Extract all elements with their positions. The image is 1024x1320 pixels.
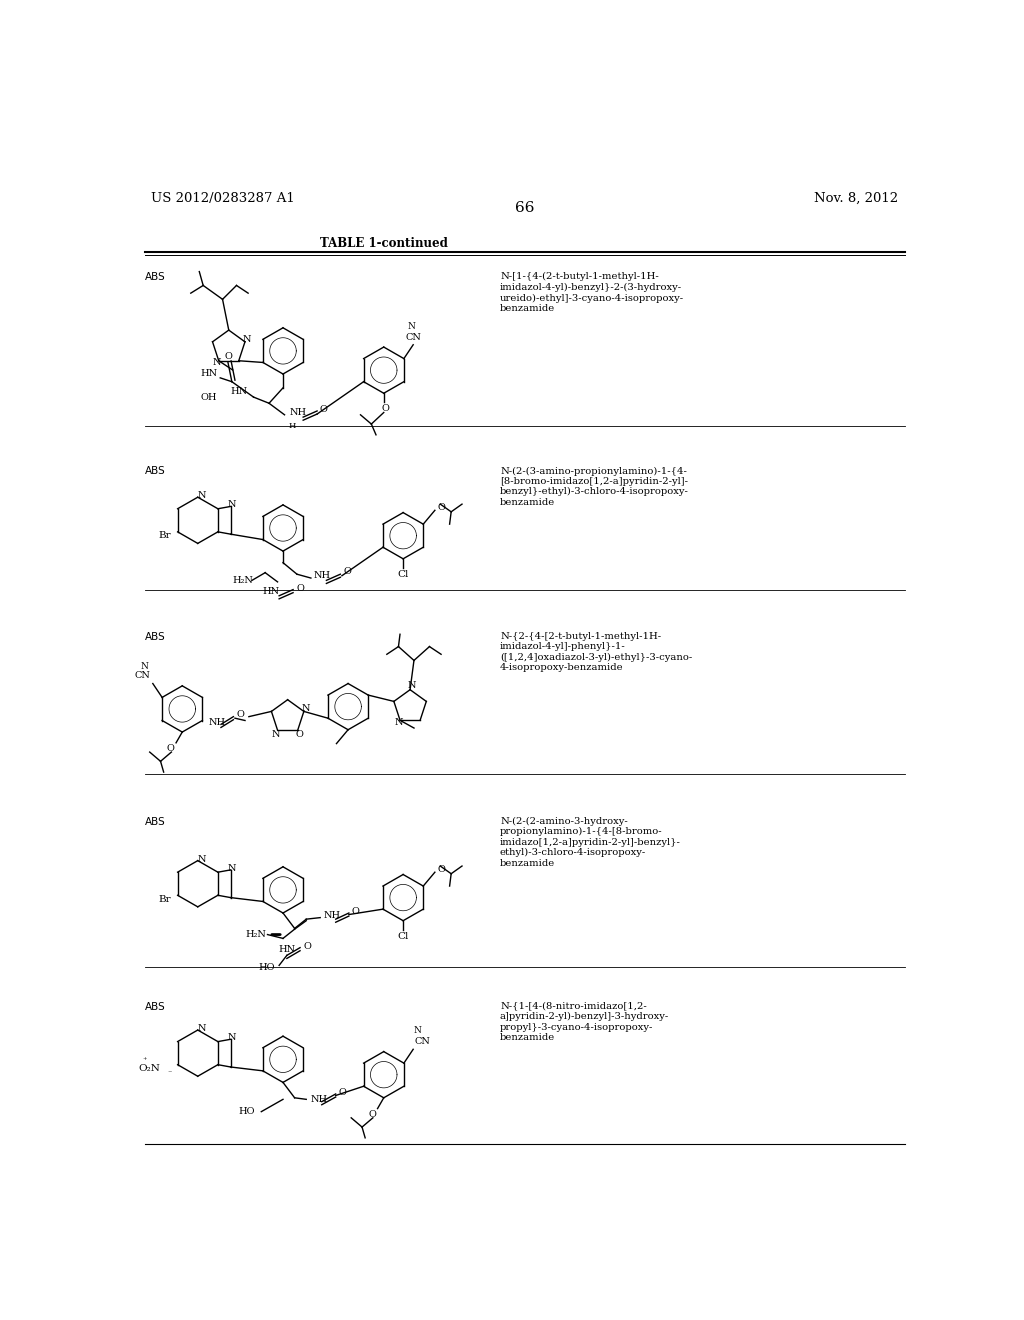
Text: H₂N: H₂N (245, 931, 266, 939)
Text: N: N (301, 704, 309, 713)
Text: H₂N: H₂N (232, 576, 254, 585)
Text: NH: NH (289, 408, 306, 417)
Text: ⁻: ⁻ (168, 1071, 172, 1078)
Text: O: O (351, 907, 359, 916)
Text: Br: Br (159, 531, 171, 540)
Text: O: O (319, 405, 328, 414)
Text: HN: HN (263, 587, 280, 597)
Text: O: O (339, 1088, 347, 1097)
Text: O: O (437, 503, 445, 512)
Text: O: O (296, 583, 304, 593)
Text: Cl: Cl (397, 932, 409, 941)
Text: HN: HN (201, 370, 218, 379)
Text: 66: 66 (515, 202, 535, 215)
Text: H: H (289, 422, 296, 430)
Text: O: O (303, 941, 311, 950)
Text: O: O (368, 1110, 376, 1119)
Text: O: O (437, 865, 445, 874)
Text: HO: HO (239, 1107, 255, 1117)
Text: US 2012/0283287 A1: US 2012/0283287 A1 (152, 191, 295, 205)
Text: OH: OH (201, 392, 217, 401)
Text: N: N (228, 1034, 237, 1043)
Text: Nov. 8, 2012: Nov. 8, 2012 (814, 191, 898, 205)
Text: ABS: ABS (145, 1002, 166, 1011)
Text: CN: CN (134, 672, 151, 680)
Text: N: N (408, 322, 416, 331)
Text: N: N (228, 500, 237, 510)
Text: O: O (224, 352, 231, 360)
Text: NH: NH (310, 1094, 328, 1104)
Text: N: N (394, 718, 402, 727)
Text: N-{2-{4-[2-t-butyl-1-methyl-1H-
imidazol-4-yl]-phenyl}-1-
([1,2,4]oxadiazol-3-yl: N-{2-{4-[2-t-butyl-1-methyl-1H- imidazol… (500, 632, 692, 672)
Text: N-{1-[4-(8-nitro-imidazo[1,2-
a]pyridin-2-yl)-benzyl]-3-hydroxy-
propyl}-3-cyano: N-{1-[4-(8-nitro-imidazo[1,2- a]pyridin-… (500, 1002, 670, 1041)
Text: N-(2-(2-amino-3-hydroxy-
propionylamino)-1-{4-[8-bromo-
imidazo[1,2-a]pyridin-2-: N-(2-(2-amino-3-hydroxy- propionylamino)… (500, 817, 681, 867)
Text: N: N (243, 335, 252, 345)
Text: N: N (408, 681, 416, 690)
Text: O: O (343, 566, 351, 576)
Text: CN: CN (406, 333, 421, 342)
Text: O: O (237, 710, 245, 719)
Text: N-[1-{4-(2-t-butyl-1-methyl-1H-
imidazol-4-yl)-benzyl}-2-(3-hydroxy-
ureido)-eth: N-[1-{4-(2-t-butyl-1-methyl-1H- imidazol… (500, 272, 684, 313)
Text: N: N (198, 491, 206, 500)
Text: HN: HN (230, 387, 248, 396)
Text: HO: HO (259, 964, 275, 972)
Text: O: O (381, 404, 389, 413)
Text: O: O (295, 730, 303, 739)
Text: TABLE 1-continued: TABLE 1-continued (319, 236, 447, 249)
Text: O₂N: O₂N (138, 1064, 161, 1073)
Text: N: N (271, 730, 281, 739)
Text: N-(2-(3-amino-propionylamino)-1-{4-
[8-bromo-imidazo[1,2-a]pyridin-2-yl]-
benzyl: N-(2-(3-amino-propionylamino)-1-{4- [8-b… (500, 466, 689, 507)
Text: ABS: ABS (145, 817, 166, 826)
Text: ABS: ABS (145, 466, 166, 477)
Text: N: N (140, 663, 148, 671)
Text: ⁺: ⁺ (143, 1057, 147, 1065)
Text: CN: CN (415, 1038, 431, 1045)
Text: ABS: ABS (145, 632, 166, 642)
Text: N: N (414, 1027, 421, 1035)
Text: ABS: ABS (145, 272, 166, 282)
Text: Cl: Cl (397, 570, 409, 578)
Text: HN: HN (279, 945, 296, 954)
Text: Br: Br (159, 895, 171, 904)
Text: NH: NH (209, 718, 225, 726)
Text: NH: NH (324, 911, 340, 920)
Text: N: N (198, 1024, 206, 1034)
Text: O: O (167, 744, 174, 754)
Text: N: N (228, 863, 237, 873)
Text: N: N (198, 854, 206, 863)
Text: N: N (213, 358, 221, 367)
Text: NH: NH (314, 572, 331, 581)
